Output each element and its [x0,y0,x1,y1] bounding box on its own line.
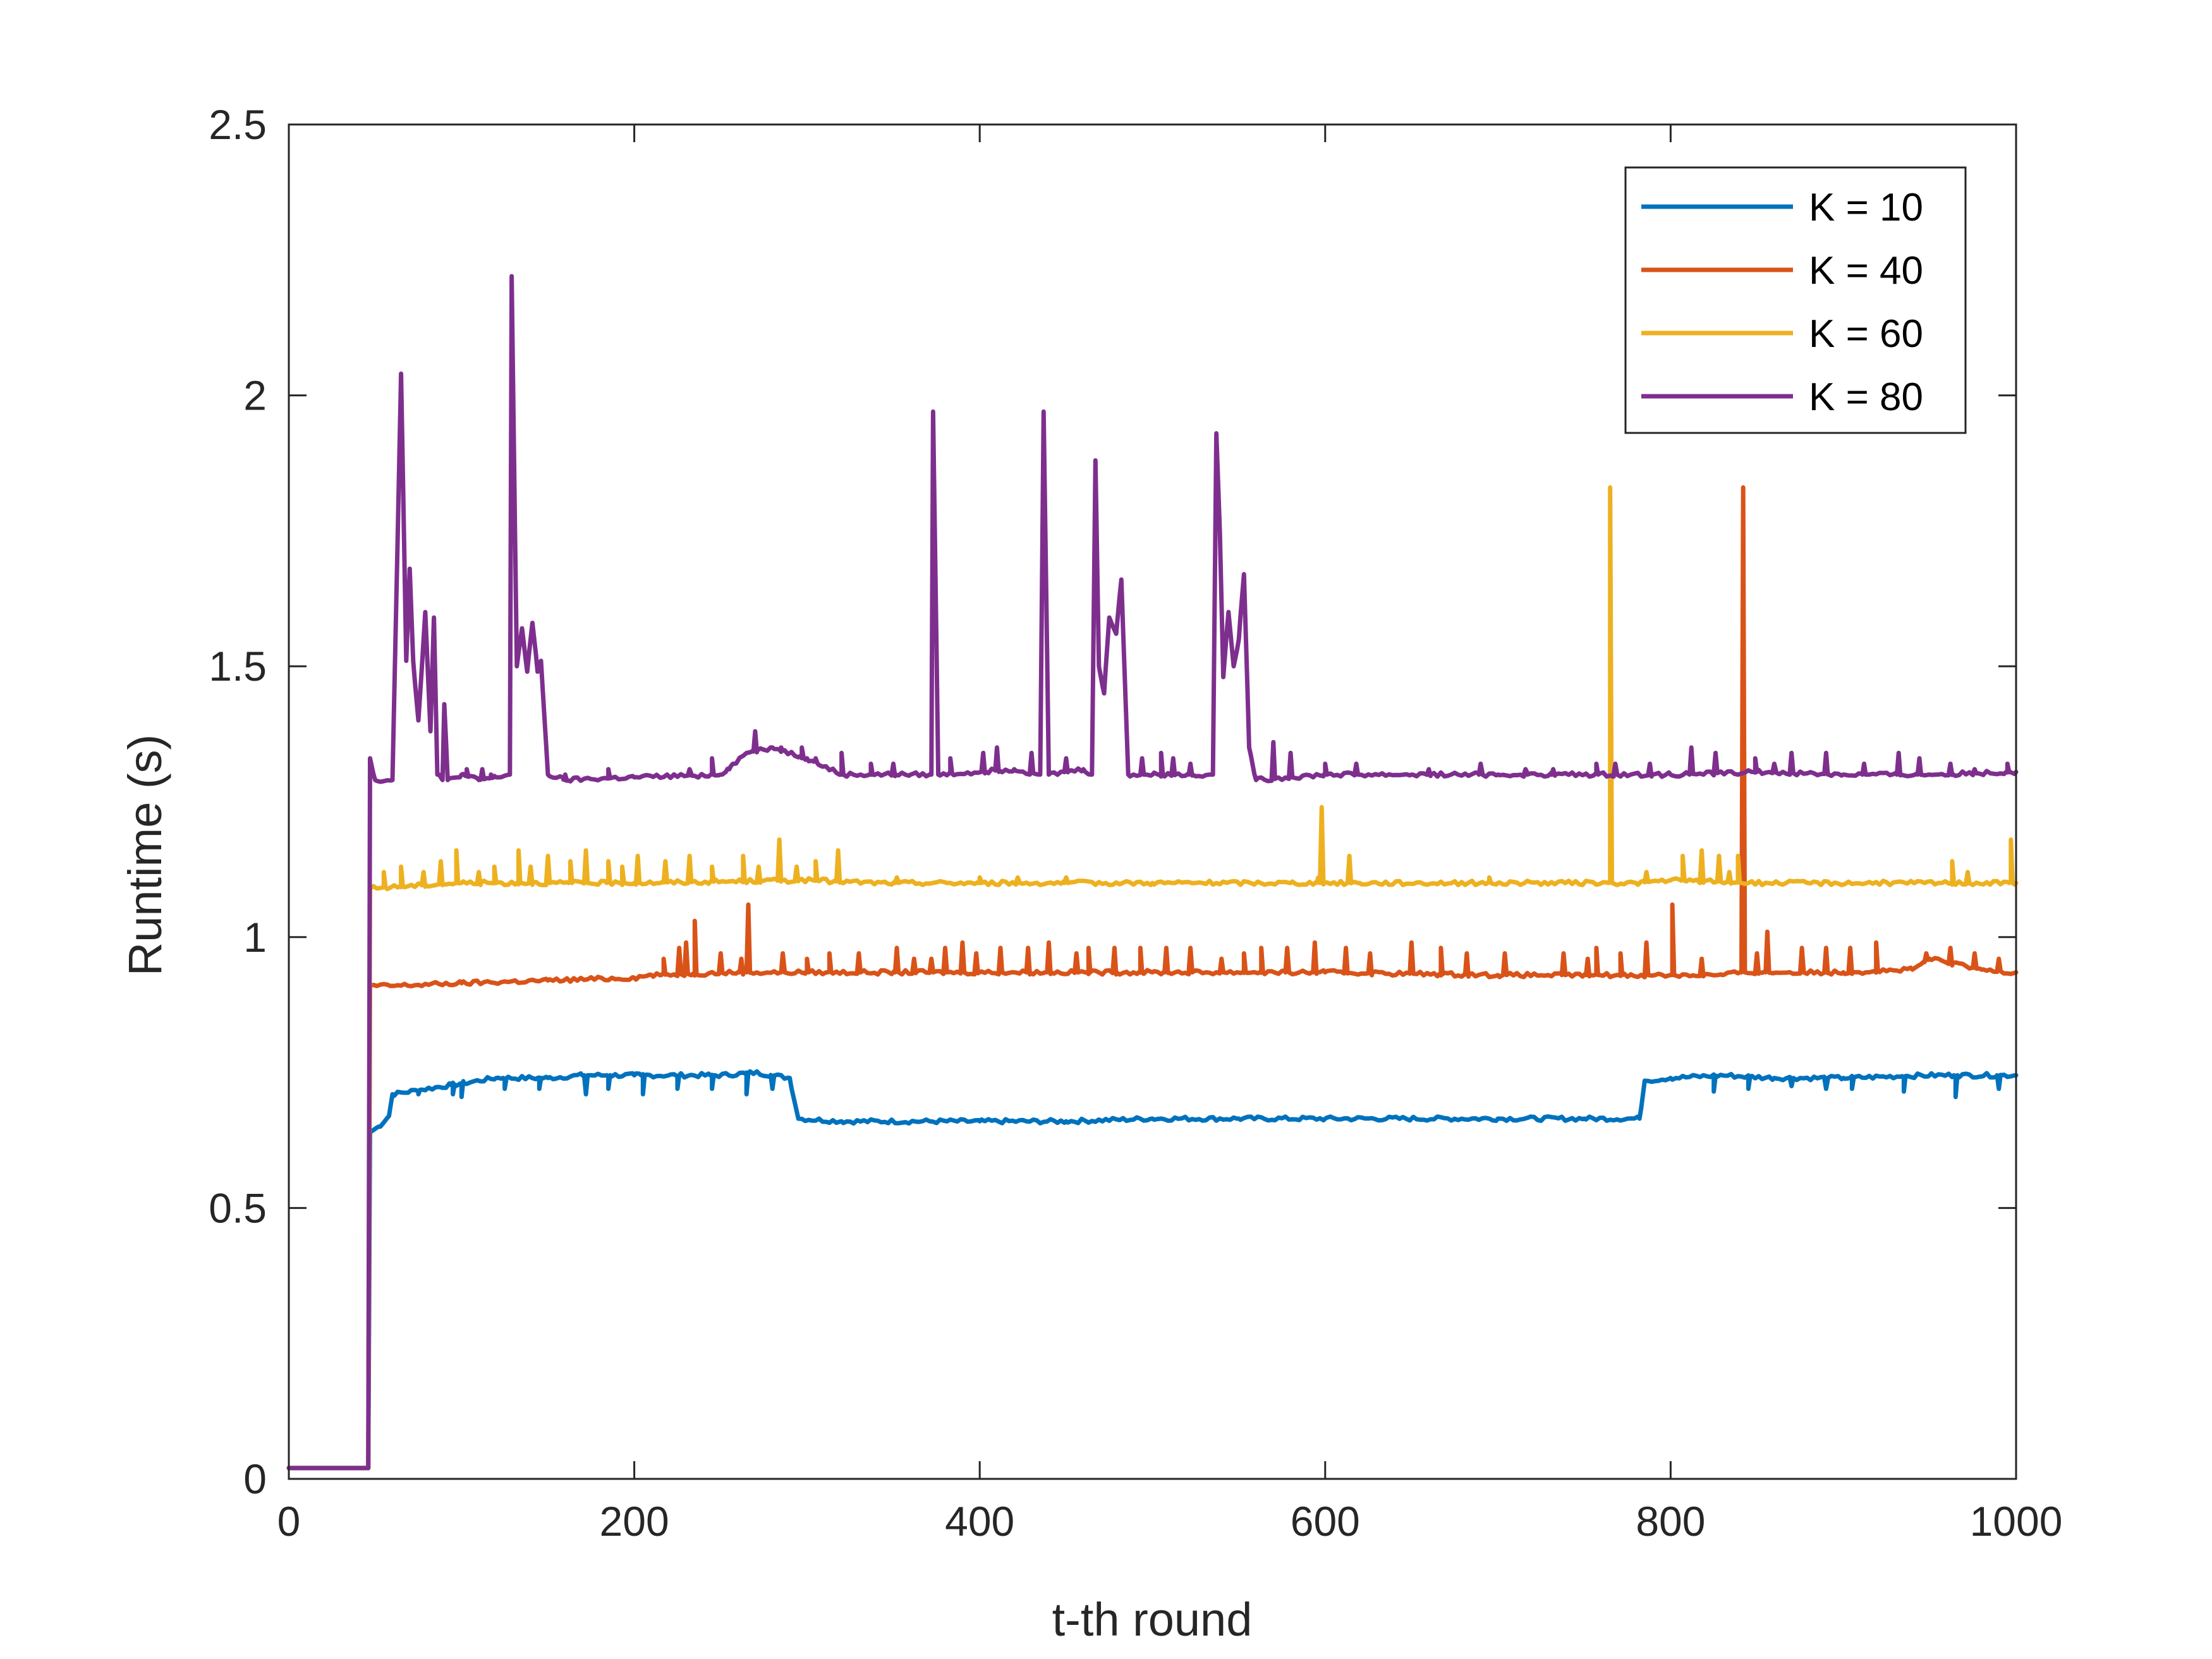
y-tick-label: 2.5 [209,101,267,148]
plot-frame [288,123,2017,1480]
x-tick-label: 0 [277,1498,301,1545]
y-tick-label: 0.5 [209,1184,267,1231]
x-tick-label: 600 [1291,1498,1360,1545]
y-axis-title: Runtime (s) [119,734,171,976]
legend-label: K = 60 [1809,312,1923,356]
y-tick-label: 1 [243,914,267,961]
legend-label: K = 10 [1809,186,1923,229]
x-tick-label: 800 [1636,1498,1705,1545]
legend-label: K = 40 [1809,249,1923,293]
legend-box [1624,166,1967,434]
legend: K = 10 K = 40 K = 60 K = 80 [1624,166,1967,434]
series-line-k-10 [286,1069,2019,1471]
y-tick-label: 1.5 [209,643,267,690]
series-line-k-80 [286,274,2019,1471]
y-tick-label: 0 [243,1455,267,1502]
series-line-k-60 [286,485,2019,1471]
x-tick-label: 400 [945,1498,1014,1545]
legend-label: K = 80 [1809,375,1923,419]
x-tick-label: 1000 [1970,1498,2063,1545]
y-tick-label: 2 [243,372,267,419]
tick-layer: 0 200 400 600 800 1000 0 0.5 1 1.5 2 2.5 [209,101,2062,1545]
x-axis-title: t-th round [1052,1593,1253,1646]
x-tick-label: 200 [600,1498,669,1545]
series-line-k-40 [286,485,2019,1471]
series-layer [286,274,2019,1471]
